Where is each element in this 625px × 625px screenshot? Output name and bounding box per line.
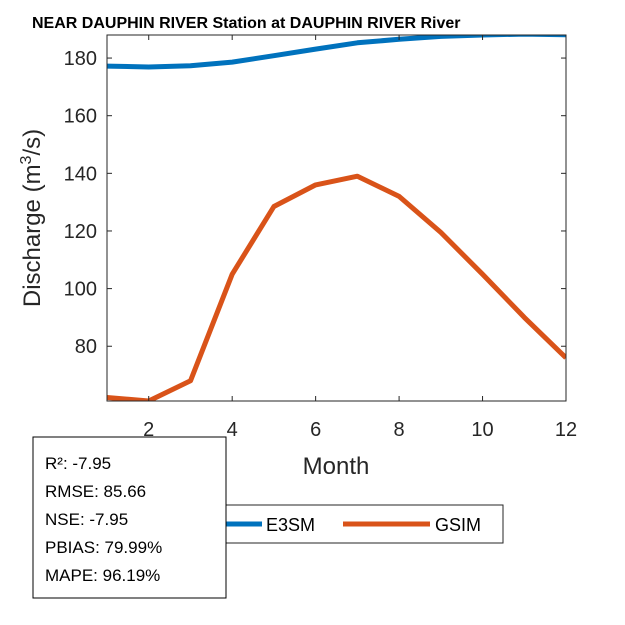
x-tick-label: 2 [143, 419, 154, 441]
y-ticks: 80 100 120 140 160 180 [64, 48, 566, 358]
y-tick-label: 140 [64, 163, 97, 185]
x-axis-label: Month [303, 453, 370, 480]
y-tick-label: 160 [64, 106, 97, 128]
y-tick-label: 100 [64, 279, 97, 301]
series-line-gsim [107, 173, 566, 401]
legend-label-e3sm: E3SM [266, 515, 315, 535]
stats-box-frame [32, 436, 227, 599]
legend-label-gsim: GSIM [435, 515, 481, 535]
x-ticks: 2 4 6 8 10 12 [143, 35, 577, 441]
plot-box [106, 34, 567, 402]
legend: E3SM GSIM [213, 504, 504, 544]
stat-nse: NSE: -7.95 [45, 510, 128, 529]
stats-box: R²: -7.95 RMSE: 85.66 NSE: -7.95 PBIAS: … [32, 436, 227, 599]
x-tick-label: 8 [394, 419, 405, 441]
x-tick-label: 4 [227, 419, 238, 441]
chart-title: NEAR DAUPHIN RIVER Station at DAUPHIN RI… [32, 15, 461, 32]
y-tick-label: 80 [75, 336, 97, 358]
stat-r2: R²: -7.95 [45, 454, 111, 473]
x-tick-label: 6 [310, 419, 321, 441]
series-layer [107, 35, 566, 401]
y-tick-label: 180 [64, 48, 97, 70]
y-axis-label-end: /s) [19, 129, 46, 156]
x-tick-label: 12 [555, 419, 577, 441]
axes-layer [106, 34, 567, 402]
stat-rmse: RMSE: 85.66 [45, 482, 146, 501]
x-tick-label: 10 [471, 419, 493, 441]
series-line-e3sm [107, 35, 566, 70]
y-tick-label: 120 [64, 221, 97, 243]
stat-mape: MAPE: 96.19% [45, 566, 160, 585]
y-axis-label: Discharge (m3/s) [18, 129, 46, 307]
plot-area [107, 35, 566, 401]
y-axis-label-superscript: 3 [18, 155, 35, 164]
y-axis-label-main: Discharge (m [19, 164, 46, 307]
stat-pbias: PBIAS: 79.99% [45, 538, 162, 557]
